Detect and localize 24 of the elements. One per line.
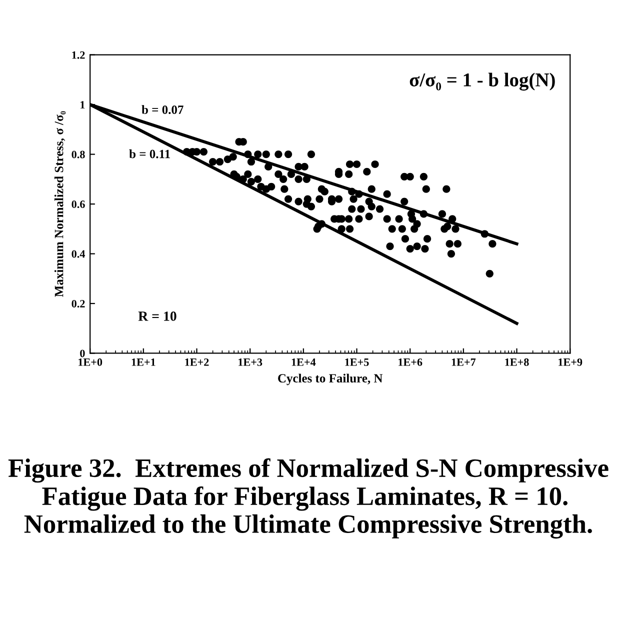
series-label: b = 0.11 (129, 149, 170, 158)
y-tick-label: 0.6 (72, 200, 85, 208)
x-tick-label: 1E+6 (398, 358, 422, 366)
caption: Figure 32. Extremes of Normalized S-N Compressive Fatigue Data for Fiberglass Laminates, R = 10. Normalized to the Ultimate Compressive Strength. (8, 458, 608, 539)
y-tick-label: 0.2 (72, 300, 85, 308)
annotation: σ/σ₀ = 1 - b log(N) (410, 72, 555, 91)
x-tick-label: 1E+0 (78, 358, 102, 366)
x-tick-label: 1E+3 (238, 358, 262, 366)
x-axis-title: Cycles to Failure, N (278, 374, 383, 386)
x-tick-label: 1E+8 (505, 358, 529, 366)
x-tick-label: 1E+5 (345, 358, 369, 366)
x-tick-label: 1E+9 (558, 358, 582, 366)
y-tick-label: 0.8 (72, 150, 85, 158)
x-tick-label: 1E+7 (452, 358, 476, 366)
y-tick-label: 0 (80, 350, 85, 358)
x-tick-label: 1E+1 (132, 358, 156, 366)
x-tick-label: 1E+2 (185, 358, 209, 366)
series-label: b = 0.07 (142, 105, 184, 114)
y-tick-label: 0.4 (72, 250, 86, 258)
y-axis-title: Maximum Normalized Stress, σ /σ₀ (54, 111, 66, 297)
y-tick-label: 1 (80, 101, 85, 108)
y-tick-label: 1.2 (72, 51, 85, 59)
annotation: R = 10 (138, 312, 176, 321)
x-tick-label: 1E+4 (292, 358, 316, 366)
